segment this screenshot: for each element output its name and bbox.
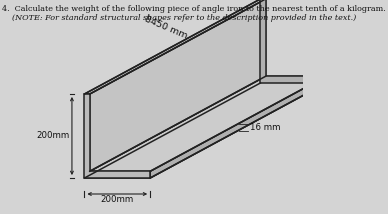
Polygon shape bbox=[85, 94, 150, 178]
Polygon shape bbox=[150, 76, 326, 178]
Text: 16 mm: 16 mm bbox=[250, 123, 281, 132]
Text: 200mm: 200mm bbox=[36, 131, 69, 141]
Polygon shape bbox=[260, 0, 326, 83]
Polygon shape bbox=[90, 76, 326, 171]
Text: 200mm: 200mm bbox=[100, 195, 134, 204]
Polygon shape bbox=[85, 0, 266, 94]
Text: (NOTE: For standard structural shapes refer to the description provided in the t: (NOTE: For standard structural shapes re… bbox=[2, 14, 356, 22]
Polygon shape bbox=[90, 0, 266, 171]
Text: 4.  Calculate the weight of the following piece of angle iron to the nearest ten: 4. Calculate the weight of the following… bbox=[2, 5, 385, 13]
Polygon shape bbox=[85, 83, 326, 178]
Text: 8450 mm: 8450 mm bbox=[144, 15, 189, 40]
